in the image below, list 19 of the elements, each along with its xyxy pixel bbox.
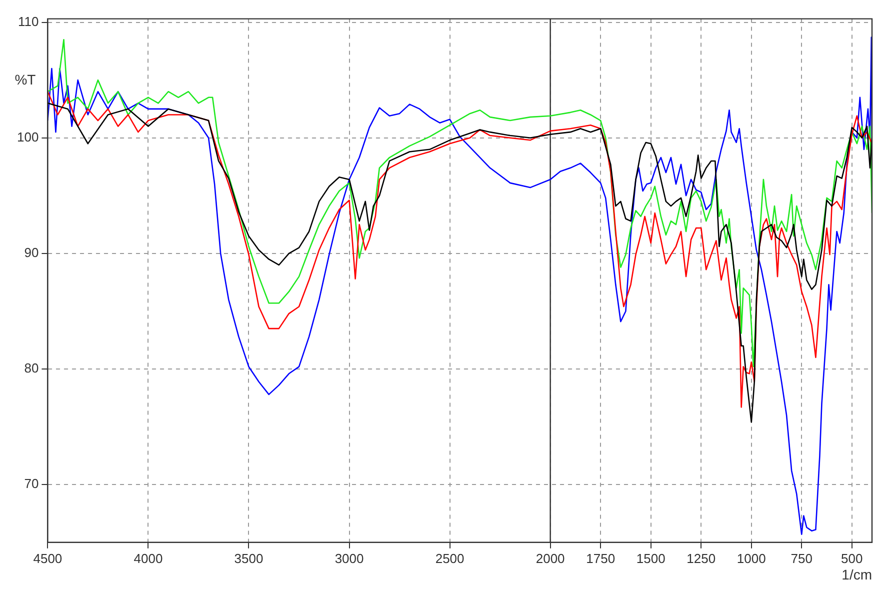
x-tick-label: 2000	[536, 550, 565, 566]
y-tick-label: 80	[24, 360, 39, 376]
y-tick-label: 110	[18, 14, 39, 29]
x-tick-label: 3500	[234, 550, 264, 566]
x-tick-label: 2500	[435, 550, 464, 566]
y-axis-title: %T	[14, 72, 36, 88]
x-tick-label: 3000	[334, 550, 364, 566]
x-tick-label: 4500	[33, 550, 62, 566]
y-tick-label: 90	[24, 245, 39, 260]
x-tick-label: 4000	[134, 550, 163, 566]
x-tick-label: 1000	[736, 550, 766, 566]
x-tick-label: 500	[841, 550, 863, 566]
x-tick-label: 750	[790, 550, 812, 566]
x-tick-label: 1250	[686, 550, 716, 566]
y-tick-label: 100	[16, 129, 39, 144]
x-axis-title: 1/cm	[842, 566, 872, 582]
y-tick-label: 70	[24, 476, 39, 492]
x-tick-label: 1500	[636, 550, 666, 566]
x-tick-label: 1750	[586, 550, 616, 566]
